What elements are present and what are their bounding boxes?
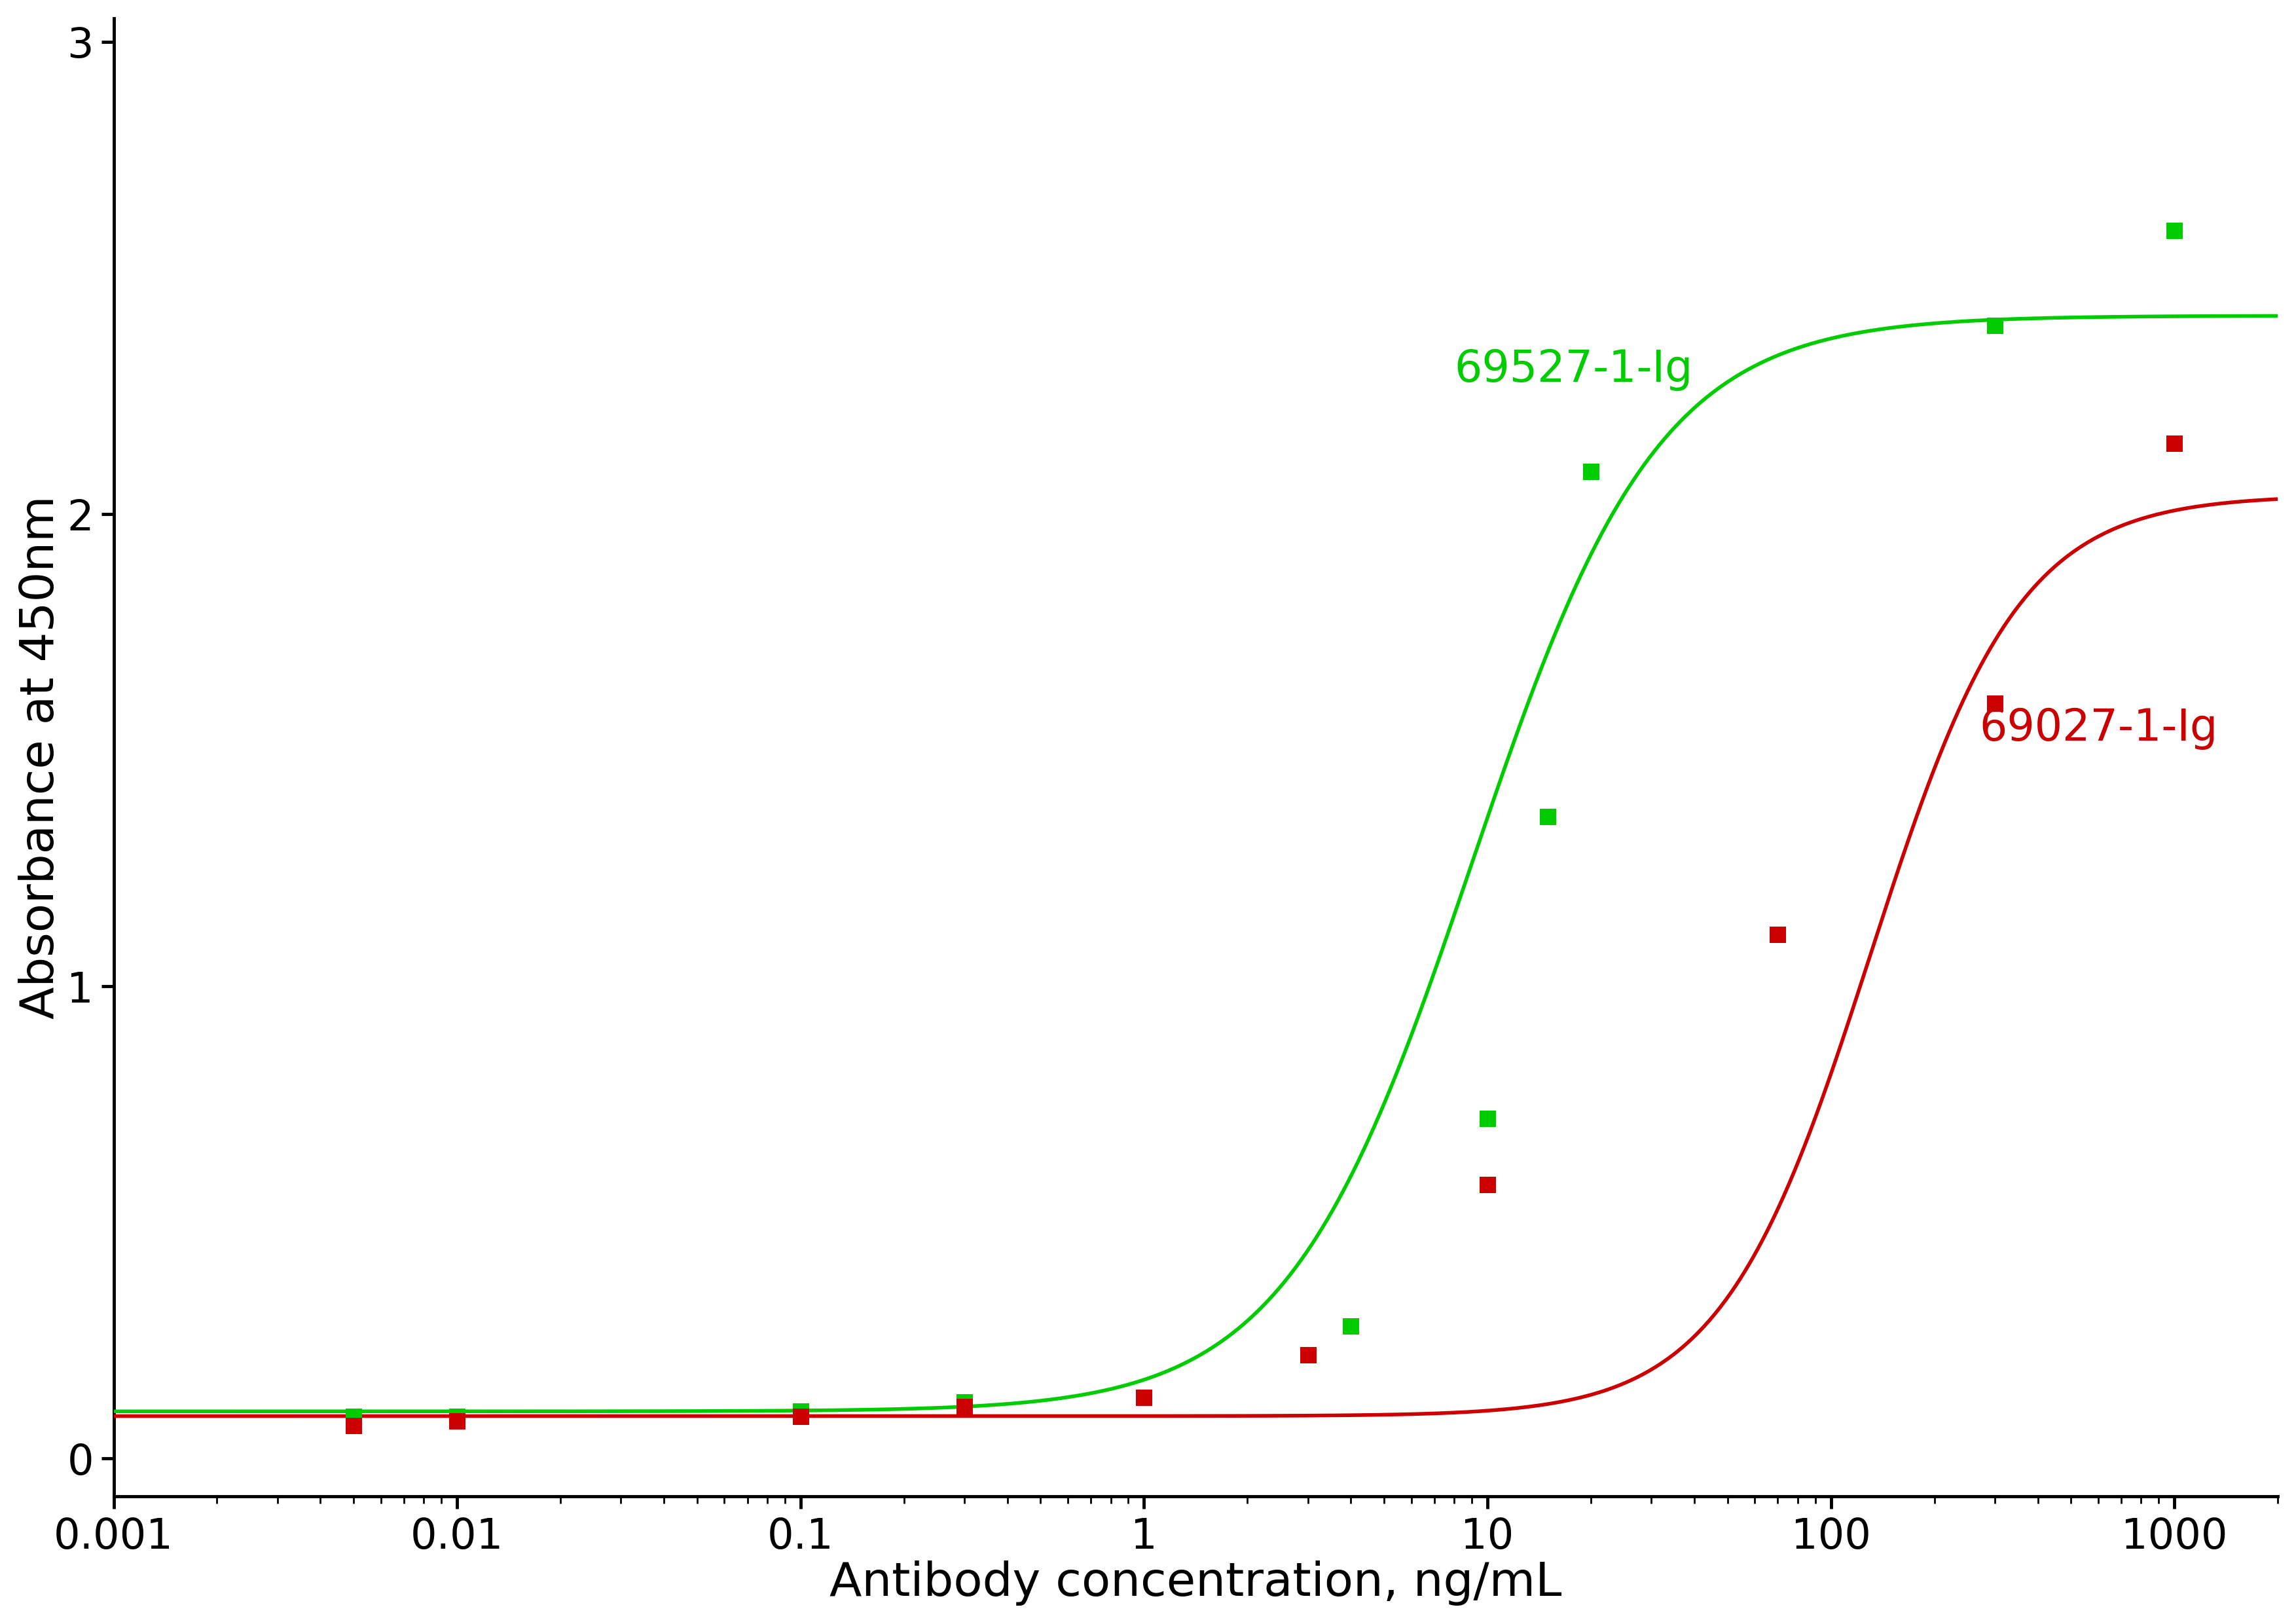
Point <box>783 1398 820 1424</box>
Point <box>1759 921 1795 947</box>
Point <box>2156 218 2193 244</box>
Point <box>335 1403 372 1429</box>
Point <box>2156 430 2193 456</box>
Text: 69527-1-Ig: 69527-1-Ig <box>1453 348 1692 391</box>
X-axis label: Antibody concentration, ng/mL: Antibody concentration, ng/mL <box>829 1561 1561 1606</box>
Point <box>946 1393 983 1419</box>
Point <box>783 1403 820 1429</box>
Point <box>439 1403 475 1429</box>
Text: 69027-1-Ig: 69027-1-Ig <box>1979 706 2218 750</box>
Point <box>335 1413 372 1439</box>
Point <box>946 1389 983 1415</box>
Y-axis label: Absorbance at 450nm: Absorbance at 450nm <box>18 495 64 1018</box>
Point <box>1529 804 1566 830</box>
Point <box>1332 1314 1368 1340</box>
Point <box>1469 1171 1506 1197</box>
Point <box>1469 1106 1506 1132</box>
Point <box>1125 1384 1162 1410</box>
Point <box>1977 690 2014 716</box>
Point <box>1977 312 2014 338</box>
Point <box>439 1408 475 1434</box>
Point <box>1573 458 1609 484</box>
Point <box>1125 1384 1162 1410</box>
Point <box>1290 1341 1327 1367</box>
